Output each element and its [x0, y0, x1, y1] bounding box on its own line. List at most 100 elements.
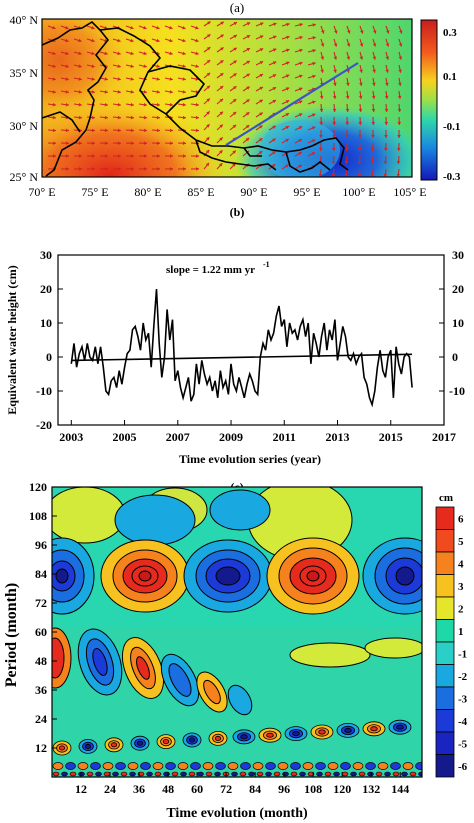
wind-arrow-head	[169, 25, 173, 30]
wavelet-cell	[165, 762, 176, 770]
ewh-series-line	[70, 288, 413, 408]
wavelet-cell	[340, 762, 351, 770]
wind-arrow-head	[143, 154, 147, 158]
wind-arrow-head	[156, 102, 160, 107]
wind-arrow-head	[104, 154, 108, 158]
wind-arrow-head	[345, 121, 350, 125]
wavelet-cell	[299, 771, 306, 777]
x-tick-label: 2017	[432, 430, 456, 444]
wind-arrow-head	[91, 154, 95, 158]
wavelet-cell	[277, 762, 289, 770]
wind-arrow-head	[91, 25, 95, 30]
wavelet-cell	[214, 735, 222, 741]
wind-arrow-head	[65, 154, 69, 158]
wind-arrow-head	[346, 43, 351, 47]
wavelet-cell	[90, 762, 101, 770]
wavelet-cell	[146, 771, 153, 777]
map-figure: (a) 40° N 35° N 30° N	[10, 0, 461, 199]
y-tick-label: 84	[35, 567, 47, 581]
wind-arrow-head	[117, 102, 121, 107]
wavelet-cell	[95, 771, 102, 777]
wavelet-cell	[84, 743, 92, 749]
wind-arrow-head	[117, 38, 121, 43]
wind-arrow-head	[311, 152, 316, 156]
y-tick-label: 48	[35, 654, 47, 668]
wavelet-cell	[65, 762, 76, 770]
colorbar-tick: -6	[458, 761, 468, 773]
wind-arrow-head	[169, 38, 173, 43]
country-borders	[42, 20, 349, 177]
wind-arrow-head	[311, 113, 316, 117]
wind-arrow-head	[259, 86, 263, 91]
wind-arrow-head	[91, 64, 95, 68]
wind-arrow-head	[182, 167, 186, 171]
wind-arrow-head	[259, 125, 263, 129]
wavelet-cell	[136, 740, 144, 746]
wind-arrow-head	[372, 69, 376, 73]
x-axis-title: Time evolution series (year)	[179, 452, 321, 466]
wind-arrow-head	[359, 69, 363, 73]
x-tick-label: 2003	[59, 430, 83, 444]
x-tick-label: 2007	[166, 430, 190, 444]
wind-arrow-head	[397, 134, 401, 138]
wind-arrow-head	[219, 111, 223, 116]
wind-arrow-head	[397, 95, 402, 99]
wind-arrow-head	[370, 160, 375, 164]
wind-arrow-head	[91, 167, 95, 171]
x-tick-label: 108	[304, 782, 322, 796]
wind-arrow-head	[319, 121, 324, 125]
wind-arrow-head	[371, 95, 376, 99]
colorbar-swatch	[435, 731, 455, 755]
wind-arrow-head	[272, 48, 277, 52]
wavelet-cell	[152, 762, 164, 770]
wind-arrow-head	[117, 64, 121, 68]
wind-arrow-head	[117, 77, 121, 81]
wind-arrow-head	[91, 90, 95, 94]
wind-arrow-head	[398, 43, 403, 47]
wind-arrow-head	[219, 73, 224, 77]
wind-arrow-head	[78, 38, 82, 43]
colorbar-swatch	[435, 574, 455, 598]
wind-arrow-head	[104, 167, 108, 171]
wavelet-cell	[307, 771, 315, 777]
wavelet-cell	[392, 771, 400, 777]
wavelet-cell	[352, 762, 364, 770]
wind-arrow-head	[383, 173, 388, 177]
wind-arrow-head	[285, 100, 290, 104]
colorbar-a-ticks: 0.3 0.1 -0.1 -0.3	[443, 27, 461, 183]
wind-arrow-head	[334, 30, 338, 34]
colorbar-tick: -0.3	[443, 171, 461, 183]
colorbar-swatch	[435, 754, 455, 778]
wind-arrow-head	[259, 74, 264, 78]
series	[70, 288, 413, 408]
wind-arrow-head	[272, 74, 277, 78]
colorbar-tick: -1	[458, 648, 467, 660]
wind-arrow-head	[398, 69, 402, 73]
wavelet-cell	[52, 771, 60, 777]
lat-tick: 40° N	[10, 13, 39, 27]
wind-arrow-head	[52, 141, 56, 146]
wind-arrow-head	[130, 102, 134, 107]
y-axis-title: Period (month)	[3, 583, 20, 687]
wind-arrow-head	[219, 85, 224, 90]
wind-arrow-head	[371, 147, 375, 151]
wind-arrow-head	[78, 51, 82, 56]
wind-arrow-head	[52, 90, 56, 94]
wind-arrow-head	[219, 137, 223, 141]
wind-arrow-head	[206, 47, 211, 51]
wind-arrow-head	[143, 115, 147, 120]
wind-arrow-head	[220, 21, 224, 25]
x-tick-label: 60	[191, 782, 203, 796]
wind-arrow-head	[206, 60, 211, 64]
wavelet-cell	[188, 771, 196, 777]
wavelet-cell	[127, 762, 139, 770]
wind-arrow-head	[130, 154, 134, 158]
wind-arrow-head	[91, 128, 95, 133]
wind-arrow-head	[52, 51, 56, 56]
wind-arrow-head	[299, 35, 303, 40]
x-tick-label: 2011	[273, 430, 296, 444]
wind-arrow-head	[195, 128, 199, 133]
wind-arrow-head	[143, 64, 147, 68]
wind-arrow-head	[333, 69, 337, 73]
wind-arrow-head	[319, 134, 323, 138]
